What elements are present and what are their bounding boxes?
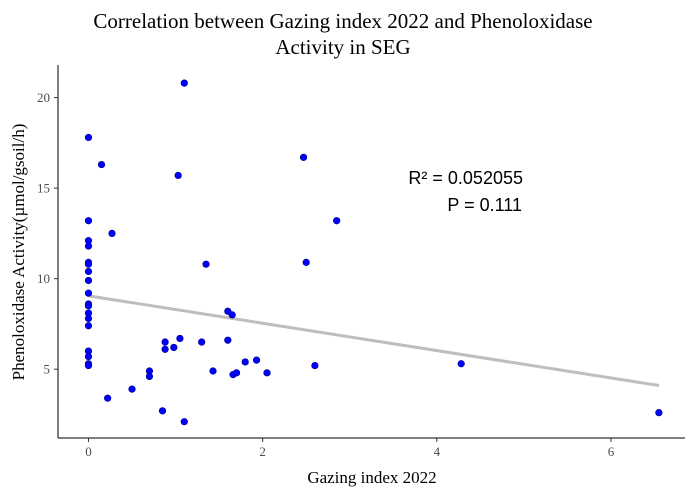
data-point: [104, 394, 112, 402]
x-tick-label: 2: [259, 444, 266, 459]
chart-title-line-2: Activity in SEG: [275, 35, 410, 59]
data-point: [202, 260, 210, 268]
data-point: [252, 356, 261, 364]
data-point: [84, 314, 93, 323]
x-tick-label: 4: [434, 444, 441, 459]
data-point: [108, 229, 116, 237]
data-point: [224, 336, 232, 344]
y-tick-label: 20: [37, 90, 50, 105]
data-point: [180, 79, 188, 87]
y-tick-label: 10: [37, 271, 50, 286]
data-point: [176, 334, 184, 343]
data-point: [170, 343, 178, 352]
data-point: [158, 407, 167, 415]
data-point: [161, 338, 169, 346]
data-point: [145, 372, 154, 381]
data-point: [84, 276, 93, 285]
data-point: [302, 258, 310, 266]
data-point: [263, 369, 271, 377]
data-point: [209, 367, 217, 375]
data-point: [174, 171, 182, 180]
data-point: [97, 160, 106, 169]
data-point: [84, 242, 93, 250]
data-point: [84, 260, 93, 268]
data-point: [84, 302, 93, 310]
data-point: [299, 153, 308, 161]
x-axis-label: Gazing index 2022: [307, 468, 436, 487]
data-point: [198, 338, 206, 346]
x-axis-ticks: 0 2 4 6: [85, 438, 615, 459]
data-point: [333, 217, 341, 225]
chart-title-line-1: Correlation between Gazing index 2022 an…: [93, 9, 592, 33]
p-value-annotation: P = 0.111: [447, 195, 522, 215]
data-point: [655, 409, 663, 417]
data-point: [84, 361, 93, 370]
data-point: [84, 133, 93, 142]
data-point: [84, 352, 93, 361]
data-point: [228, 311, 236, 319]
data-point: [311, 361, 319, 370]
y-tick-label: 15: [37, 181, 50, 196]
data-point: [84, 217, 93, 225]
data-point: [180, 418, 188, 426]
data-point: [232, 369, 241, 377]
y-axis-label: Phenoloxidase Activity(µmol/gsoil/h): [9, 124, 28, 381]
data-point: [241, 358, 249, 366]
x-tick-label: 6: [608, 444, 615, 459]
y-axis-ticks: 5 10 15 20: [37, 90, 58, 377]
data-point: [457, 360, 465, 368]
data-point: [84, 289, 93, 297]
points-layer: [84, 79, 663, 426]
r-squared-annotation: R² = 0.052055: [408, 168, 523, 188]
trend-line: [88, 294, 660, 387]
x-tick-label: 0: [85, 444, 92, 459]
data-point: [161, 345, 169, 353]
trend-line-layer: [88, 294, 660, 387]
data-point: [84, 322, 93, 330]
data-point: [84, 267, 93, 276]
data-point: [128, 385, 136, 393]
y-tick-label: 5: [44, 362, 51, 377]
